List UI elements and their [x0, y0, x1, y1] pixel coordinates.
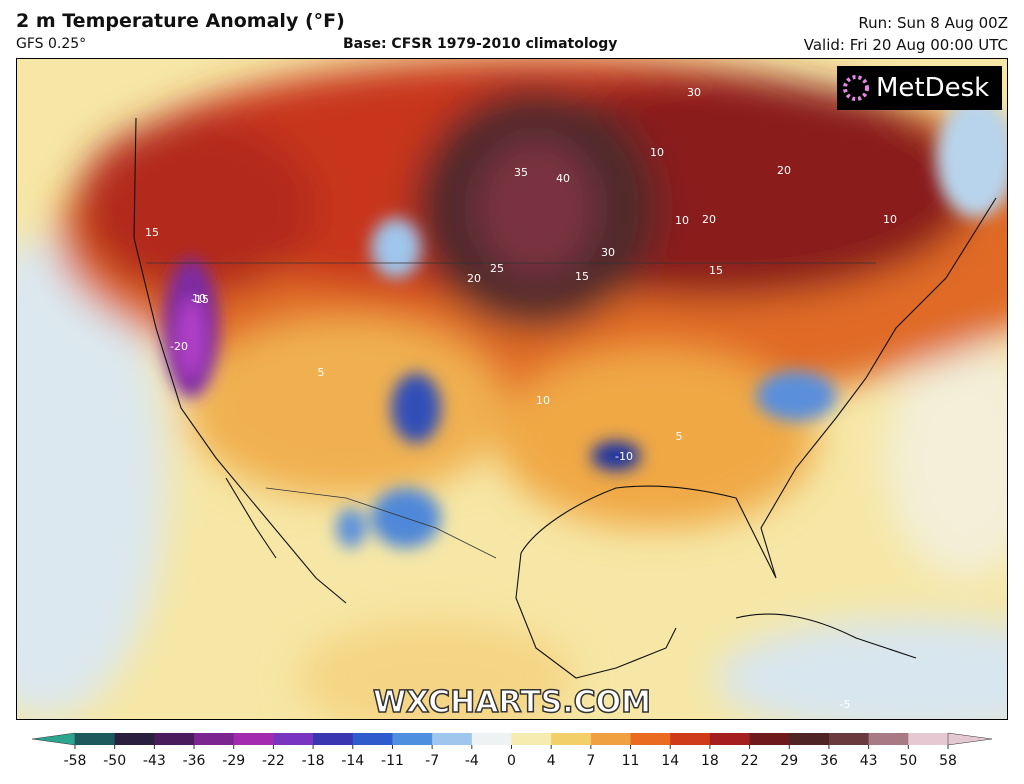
contour-label: 5: [676, 430, 683, 443]
contour-label: 15: [709, 264, 723, 277]
contour-label: -10: [615, 450, 633, 463]
brand: MetDesk: [876, 73, 989, 103]
colorbar-tick-label: -22: [262, 753, 285, 769]
contour-label: 10: [650, 146, 664, 159]
anomaly-spots: [163, 98, 1008, 548]
borders: [146, 262, 876, 559]
colorbar-tick-label: -29: [222, 753, 245, 769]
colorbar-tick-label: -50: [103, 753, 126, 769]
colorbar-segment: [273, 733, 314, 745]
contour-label: 20: [702, 213, 716, 226]
colorbar-extend-low: [31, 732, 76, 746]
map-frame: [16, 58, 1008, 720]
colorbar-segment: [75, 733, 116, 745]
colorbar-tick-label: 58: [939, 753, 957, 769]
colorbar-tick-label: -7: [425, 753, 439, 769]
valid: Valid: Fri 20 Aug 00:00 UTC: [803, 36, 1008, 54]
contour-label: 15: [575, 270, 589, 283]
colorbar-tick-label: 36: [820, 753, 838, 769]
contour-label: 20: [777, 164, 791, 177]
brand-box: [837, 66, 1002, 110]
watermark: WXCHARTS.COM: [373, 685, 651, 720]
colorbar-segment: [828, 733, 870, 745]
colorbar-segment: [590, 733, 632, 745]
contour-label: 30: [601, 246, 615, 259]
colorbar-segment: [352, 733, 393, 745]
colorbar-tick-label: 11: [622, 753, 640, 769]
model: GFS 0.25°: [16, 36, 87, 52]
contour-label: 35: [514, 166, 528, 179]
contour-label: 30: [687, 86, 701, 99]
title: 2 m Temperature Anomaly (°F): [16, 10, 345, 32]
colorbar-tick-label: 29: [780, 753, 798, 769]
colorbar-segment: [749, 733, 790, 745]
colorbar-segment: [551, 733, 592, 745]
colorbar-segment: [670, 733, 711, 745]
colorbar: -58 -50 -43 -36 -29 -22 -18 -14 -11 -7 -4 0 4 7 11 14 18…: [31, 732, 993, 769]
colorbar-segment: [154, 733, 195, 745]
colorbar-segment: [313, 733, 354, 745]
colorbar-tick-label: -43: [143, 753, 166, 769]
colorbar-segment: [471, 733, 512, 745]
colorbar-segment: [194, 733, 235, 745]
colorbar-segment: [233, 733, 274, 745]
colorbar-tick-label: -4: [465, 753, 479, 769]
contour-label: 5: [318, 366, 325, 379]
colorbar-tick-label: 18: [701, 753, 719, 769]
colorbar-tick-label: 14: [661, 753, 679, 769]
contour-label: 10: [192, 292, 206, 305]
colorbar-segment: [114, 733, 155, 745]
colorbar-segment: [908, 733, 949, 745]
colorbar-tick-label: 43: [860, 753, 878, 769]
base: Base: CFSR 1979-2010 climatology: [343, 36, 618, 52]
colorbar-extend-high: [947, 732, 993, 746]
contour-label: 10: [536, 394, 550, 407]
colorbar-tick-label: 7: [586, 753, 595, 769]
colorbar-tick-label: 4: [547, 753, 556, 769]
colorbar-segment: [511, 733, 552, 745]
contour-label: 20: [467, 272, 481, 285]
contour-label: 10: [675, 214, 689, 227]
colorbar-tick-label: 0: [507, 753, 516, 769]
contour-label: -15: [191, 293, 209, 306]
colorbar-tick-label: -36: [183, 753, 206, 769]
contour-label: 25: [490, 262, 504, 275]
colorbar-tick-label: 22: [741, 753, 759, 769]
colorbar-segment: [392, 733, 433, 745]
run: Run: Sun 8 Aug 00Z: [858, 14, 1008, 32]
colorbar-segment: [789, 733, 830, 745]
contour-label: 40: [556, 172, 570, 185]
contour-label: -5: [840, 698, 851, 711]
anomaly-field: [16, 58, 1008, 720]
colorbar-tick-label: -14: [341, 753, 364, 769]
contour-label: 15: [145, 226, 159, 239]
brand-logo: [843, 75, 869, 101]
colorbar-segment: [432, 733, 473, 745]
colorbar-segment: [868, 733, 909, 745]
contour-label: 10: [883, 213, 897, 226]
map: MetDesk WXCHARTS.COM 35 40 30 25 20 30 15 10 20 1…: [16, 58, 1008, 720]
colorbar-tick-label: 50: [899, 753, 917, 769]
contour-label: -20: [170, 340, 188, 353]
colorbar-segment: [709, 733, 751, 745]
colorbar-tick-label: -11: [381, 753, 404, 769]
colorbar-segment: [630, 733, 671, 745]
colorbar-tick-label: -58: [64, 753, 87, 769]
coastlines: [133, 117, 997, 679]
colorbar-tick-label: -18: [302, 753, 325, 769]
